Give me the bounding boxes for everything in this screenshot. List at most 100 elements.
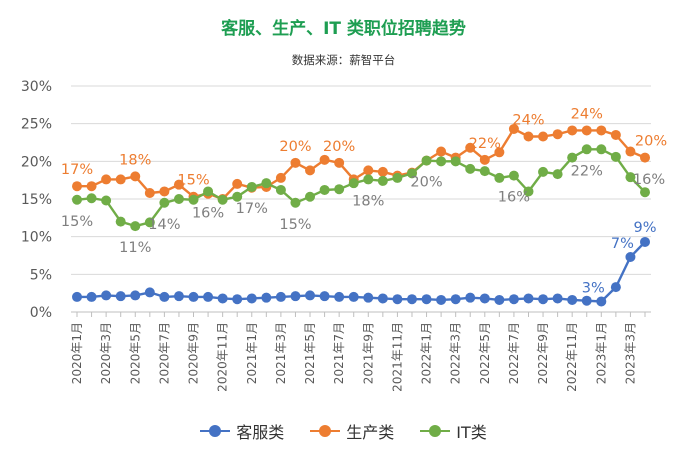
data-point [101, 174, 112, 185]
x-tick-label: 2022年7月 [507, 322, 521, 384]
data-point [596, 125, 607, 136]
data-point [508, 294, 519, 305]
data-point [232, 178, 243, 189]
x-tick-label: 2021年3月 [274, 322, 288, 384]
data-point [640, 187, 650, 198]
x-tick-label: 2020年11月 [216, 322, 230, 392]
x-tick-label: 2020年3月 [99, 322, 113, 384]
y-tick-label: 0% [30, 305, 52, 321]
x-tick-label: 2021年11月 [390, 322, 404, 392]
data-point [479, 166, 490, 177]
data-label: 24% [571, 106, 603, 122]
data-point [581, 144, 592, 155]
data-point [465, 163, 476, 174]
series-line [76, 148, 646, 228]
data-point [130, 221, 141, 232]
data-label: 15% [177, 173, 209, 189]
x-tick-label: 2020年7月 [157, 322, 171, 384]
data-point [72, 194, 82, 205]
data-point [203, 186, 214, 197]
data-point [144, 287, 155, 298]
data-point [348, 178, 359, 189]
x-tick-label: 2022年11月 [565, 322, 579, 392]
data-point [159, 197, 170, 208]
data-label: 16% [633, 172, 665, 188]
data-point [625, 146, 636, 157]
series-line [77, 127, 646, 201]
data-point [377, 293, 388, 304]
x-tick-label: 2022年1月 [420, 322, 434, 384]
data-point [144, 217, 155, 228]
data-point [625, 252, 636, 263]
data-point [363, 292, 374, 303]
data-label: 24% [512, 112, 544, 128]
x-tick-label: 2020年5月 [128, 322, 142, 384]
data-point [436, 156, 447, 167]
x-tick-label: 2023年1月 [594, 322, 608, 384]
data-point [305, 290, 316, 301]
data-point [479, 154, 490, 165]
data-point [421, 294, 432, 305]
x-tick-label: 2022年5月 [478, 322, 492, 384]
data-point [115, 291, 126, 302]
data-point [159, 186, 170, 197]
data-label: 16% [498, 190, 530, 206]
data-point [144, 187, 155, 198]
data-point [508, 170, 519, 181]
data-point [305, 165, 316, 176]
data-label: 22% [469, 136, 501, 152]
data-point [115, 216, 126, 227]
y-tick-label: 25% [21, 117, 52, 133]
data-point [159, 291, 170, 302]
x-tick-label: 2021年1月 [245, 322, 259, 384]
data-point [290, 291, 301, 302]
data-point [334, 184, 345, 195]
data-label: 7% [611, 236, 634, 252]
y-tick-label: 30% [21, 79, 52, 95]
legend-item: IT类 [420, 419, 487, 443]
data-label: 20% [279, 139, 311, 155]
y-tick-label: 5% [30, 267, 52, 283]
data-point [188, 291, 199, 302]
data-point [101, 290, 112, 301]
data-label: 11% [119, 240, 151, 256]
data-point [450, 294, 461, 305]
data-point [130, 290, 141, 301]
data-point [538, 131, 549, 142]
data-point [436, 146, 447, 157]
data-point [581, 295, 592, 306]
data-point [86, 181, 97, 192]
data-point [494, 147, 505, 158]
data-point [610, 129, 621, 140]
data-point [567, 294, 578, 305]
data-point [567, 152, 578, 163]
data-point [275, 291, 286, 302]
data-point [203, 291, 214, 302]
data-point [363, 165, 374, 176]
data-point [86, 291, 97, 302]
data-label: 18% [352, 193, 384, 209]
data-point [523, 186, 534, 197]
y-tick-label: 10% [21, 230, 52, 246]
x-tick-label: 2021年5月 [303, 322, 317, 384]
data-point [610, 282, 621, 293]
data-point [421, 155, 432, 166]
x-tick-label: 2021年9月 [361, 322, 375, 384]
data-label: 20% [410, 175, 442, 191]
data-point [305, 191, 316, 202]
data-point [319, 184, 330, 195]
data-point [261, 292, 272, 303]
data-point [552, 169, 563, 180]
data-label: 15% [279, 217, 311, 233]
data-label: 17% [236, 201, 268, 217]
data-label: 14% [148, 217, 180, 233]
data-point [246, 181, 257, 192]
data-point [130, 171, 141, 182]
legend-label: 生产类 [346, 423, 395, 442]
data-point [596, 144, 607, 155]
data-point [173, 179, 184, 190]
chart-subtitle: 数据来源：薪智平台 [291, 53, 396, 67]
data-point [508, 123, 519, 134]
data-point [581, 125, 592, 136]
